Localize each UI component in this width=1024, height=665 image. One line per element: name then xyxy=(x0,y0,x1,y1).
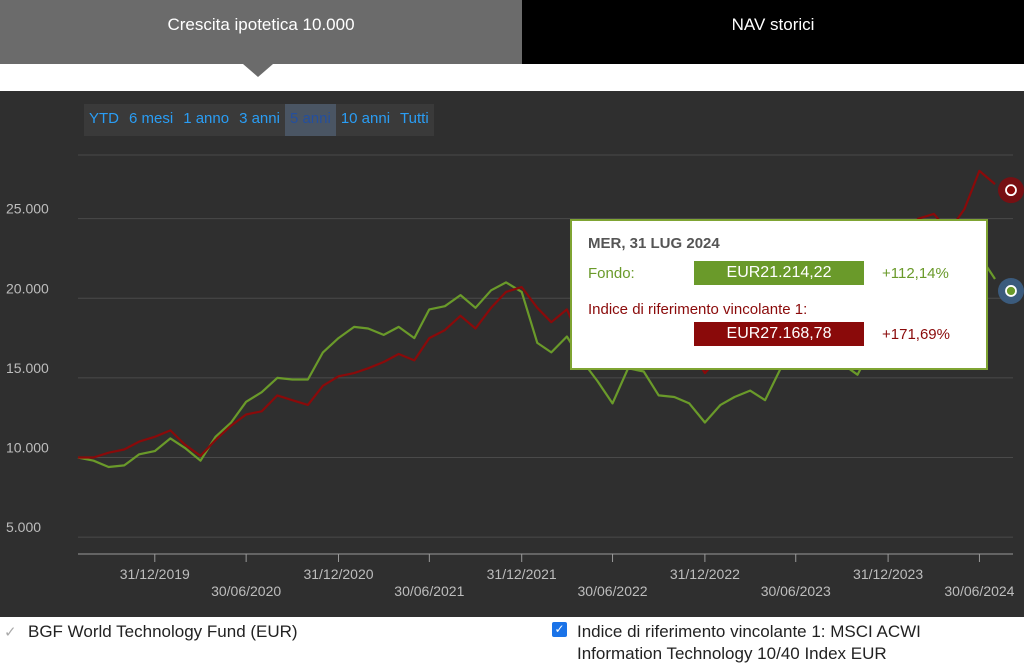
tooltip-date: MER, 31 LUG 2024 xyxy=(588,235,720,252)
y-tick-label: 20.000 xyxy=(6,280,49,296)
tab-bar: Crescita ipotetica 10.000 NAV storici xyxy=(0,0,1024,64)
fund-check-icon[interactable]: ✓ xyxy=(4,624,17,641)
range-10y-button[interactable]: 10 anni xyxy=(340,110,391,127)
x-tick-label: 31/12/2021 xyxy=(487,566,557,582)
tooltip-index-label: Indice di riferimento vincolante 1: xyxy=(588,301,808,318)
y-tick-label: 15.000 xyxy=(6,360,49,376)
x-tick-label: 31/12/2019 xyxy=(120,566,190,582)
chart-tooltip: MER, 31 LUG 2024 Fondo: EUR21.214,22 +11… xyxy=(570,219,988,370)
x-tick-label: 31/12/2023 xyxy=(853,566,923,582)
tab-historical-nav[interactable]: NAV storici xyxy=(522,0,1024,64)
range-1y-button[interactable]: 1 anno xyxy=(183,110,230,127)
legend-index[interactable]: Indice di riferimento vincolante 1: MSCI… xyxy=(577,621,1017,665)
range-all-button[interactable]: Tutti xyxy=(400,110,429,127)
active-tab-indicator xyxy=(243,64,273,77)
y-tick-label: 25.000 xyxy=(6,201,49,217)
legend-index-line1: Indice di riferimento vincolante 1: MSCI… xyxy=(577,622,921,641)
x-tick-label: 30/06/2022 xyxy=(578,583,648,599)
range-5y-button[interactable]: 5 anni xyxy=(284,104,336,136)
legend-fund[interactable]: BGF World Technology Fund (EUR) xyxy=(28,622,298,641)
tooltip-index-value: EUR27.168,78 xyxy=(694,322,864,346)
chart-legend: ✓ BGF World Technology Fund (EUR) ✓ Indi… xyxy=(0,617,1024,664)
index-checkbox-icon[interactable]: ✓ xyxy=(552,622,567,637)
y-tick-label: 10.000 xyxy=(6,439,49,455)
range-3y-button[interactable]: 3 anni xyxy=(239,110,280,127)
legend-index-line2: Information Technology 10/40 Index EUR xyxy=(577,644,887,663)
y-tick-label: 5.000 xyxy=(6,519,41,535)
tooltip-fund-pct: +112,14% xyxy=(882,265,949,282)
tab-hypothetical-growth[interactable]: Crescita ipotetica 10.000 xyxy=(0,0,522,64)
tooltip-fund-value: EUR21.214,22 xyxy=(694,261,864,285)
index-end-marker xyxy=(1005,184,1017,197)
x-tick-label: 31/12/2022 xyxy=(670,566,740,582)
tooltip-index-pct: +171,69% xyxy=(882,326,950,343)
range-6m-button[interactable]: 6 mesi xyxy=(129,110,174,127)
x-tick-label: 30/06/2021 xyxy=(394,583,464,599)
tooltip-fund-label: Fondo: xyxy=(588,265,635,282)
x-tick-label: 31/12/2020 xyxy=(303,566,373,582)
line-chart: 5.000 10.000 15.000 20.000 25.000 31/12/2019… xyxy=(6,154,1024,599)
x-tick-label: 30/06/2020 xyxy=(211,583,281,599)
fund-end-marker xyxy=(1005,285,1017,297)
x-tick-label: 30/06/2023 xyxy=(761,583,831,599)
x-tick-label: 30/06/2024 xyxy=(944,583,1014,599)
range-ytd-button[interactable]: YTD xyxy=(89,110,119,127)
range-selector: YTD 6 mesi 1 anno 3 anni 5 anni 10 anni … xyxy=(84,104,434,136)
